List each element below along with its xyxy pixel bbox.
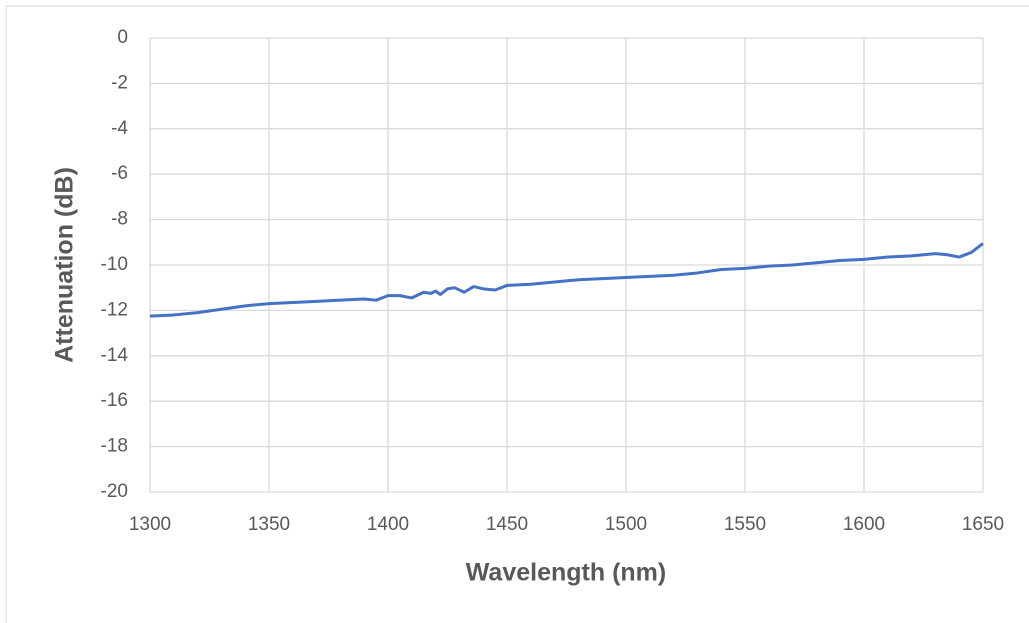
x-tick-label: 1450 bbox=[486, 514, 528, 535]
y-tick-label: -10 bbox=[101, 254, 128, 275]
y-tick-label: -6 bbox=[111, 163, 128, 184]
y-tick-label: -16 bbox=[101, 390, 128, 411]
y-tick-label: -8 bbox=[111, 209, 128, 230]
x-tick-label: 1500 bbox=[605, 514, 647, 535]
x-tick-label: 1600 bbox=[843, 514, 885, 535]
y-tick-label: -20 bbox=[101, 481, 128, 502]
y-tick-label: -4 bbox=[111, 118, 128, 139]
y-tick-label: 0 bbox=[117, 27, 128, 48]
x-tick-label: 1650 bbox=[962, 514, 1004, 535]
x-tick-label: 1400 bbox=[367, 514, 409, 535]
y-tick-label: -18 bbox=[101, 436, 128, 457]
data-line bbox=[149, 242, 984, 318]
x-tick-label: 1550 bbox=[724, 514, 766, 535]
y-axis-title: Attenuation (dB) bbox=[51, 167, 79, 363]
x-tick-label: 1300 bbox=[129, 514, 171, 535]
y-tick-label: -12 bbox=[101, 299, 128, 320]
x-tick-label: 1350 bbox=[248, 514, 290, 535]
y-tick-label: -14 bbox=[101, 345, 129, 366]
x-axis-title: Wavelength (nm) bbox=[466, 559, 666, 587]
y-tick-label: -2 bbox=[111, 72, 128, 93]
